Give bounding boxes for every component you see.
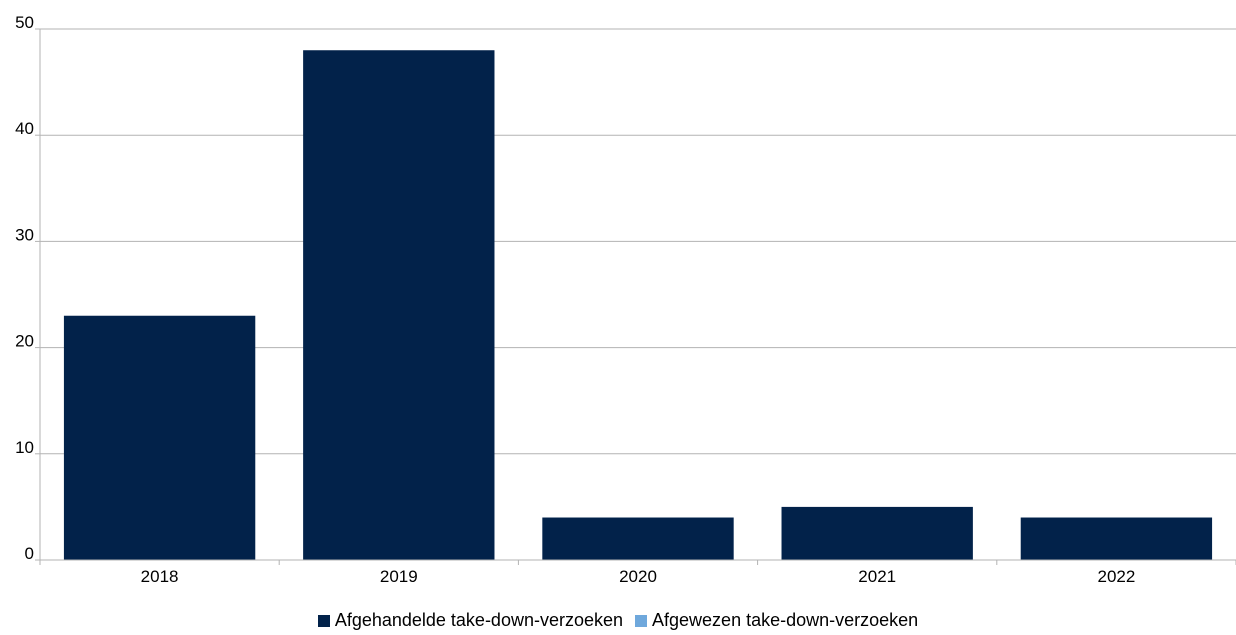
x-tick-label: 2021 [858, 567, 896, 586]
bars [63, 50, 1213, 561]
bar-2019 [303, 50, 495, 561]
axes [39, 29, 1236, 561]
legend: Afgehandelde take-down-verzoeken Afgewez… [0, 610, 1236, 631]
legend-item-afgewezen: Afgewezen take-down-verzoeken [635, 610, 918, 631]
y-tick-label: 50 [15, 13, 34, 32]
bar-2020 [542, 517, 734, 560]
bar-chart: 0 10 20 30 40 50 2018 2019 2020 2021 2022 [15, 13, 1236, 586]
y-tick-label: 20 [15, 332, 34, 351]
legend-label-afgehandelde: Afgehandelde take-down-verzoeken [334, 610, 624, 630]
y-tick-label: 40 [15, 119, 34, 138]
x-tick-label: 2022 [1097, 567, 1135, 586]
legend-item-afgehandelde: Afgehandelde take-down-verzoeken [317, 610, 624, 631]
y-tick-label: 10 [15, 438, 34, 457]
legend-label-afgewezen: Afgewezen take-down-verzoeken [652, 610, 919, 630]
bar-2022 [1020, 517, 1213, 560]
x-tick-label: 2018 [141, 567, 179, 586]
legend-swatch-afgewezen [635, 614, 648, 627]
bar-2018 [63, 315, 256, 560]
y-tick-label: 0 [25, 544, 34, 563]
y-tick-labels: 0 10 20 30 40 50 [15, 13, 40, 563]
y-tick-label: 30 [15, 225, 34, 244]
legend-swatch-afgehandelde [317, 614, 330, 627]
x-tick-labels: 2018 2019 2020 2021 2022 [39, 560, 1236, 586]
x-tick-label: 2019 [380, 567, 418, 586]
x-tick-label: 2020 [619, 567, 657, 586]
bar-2021 [781, 506, 973, 560]
